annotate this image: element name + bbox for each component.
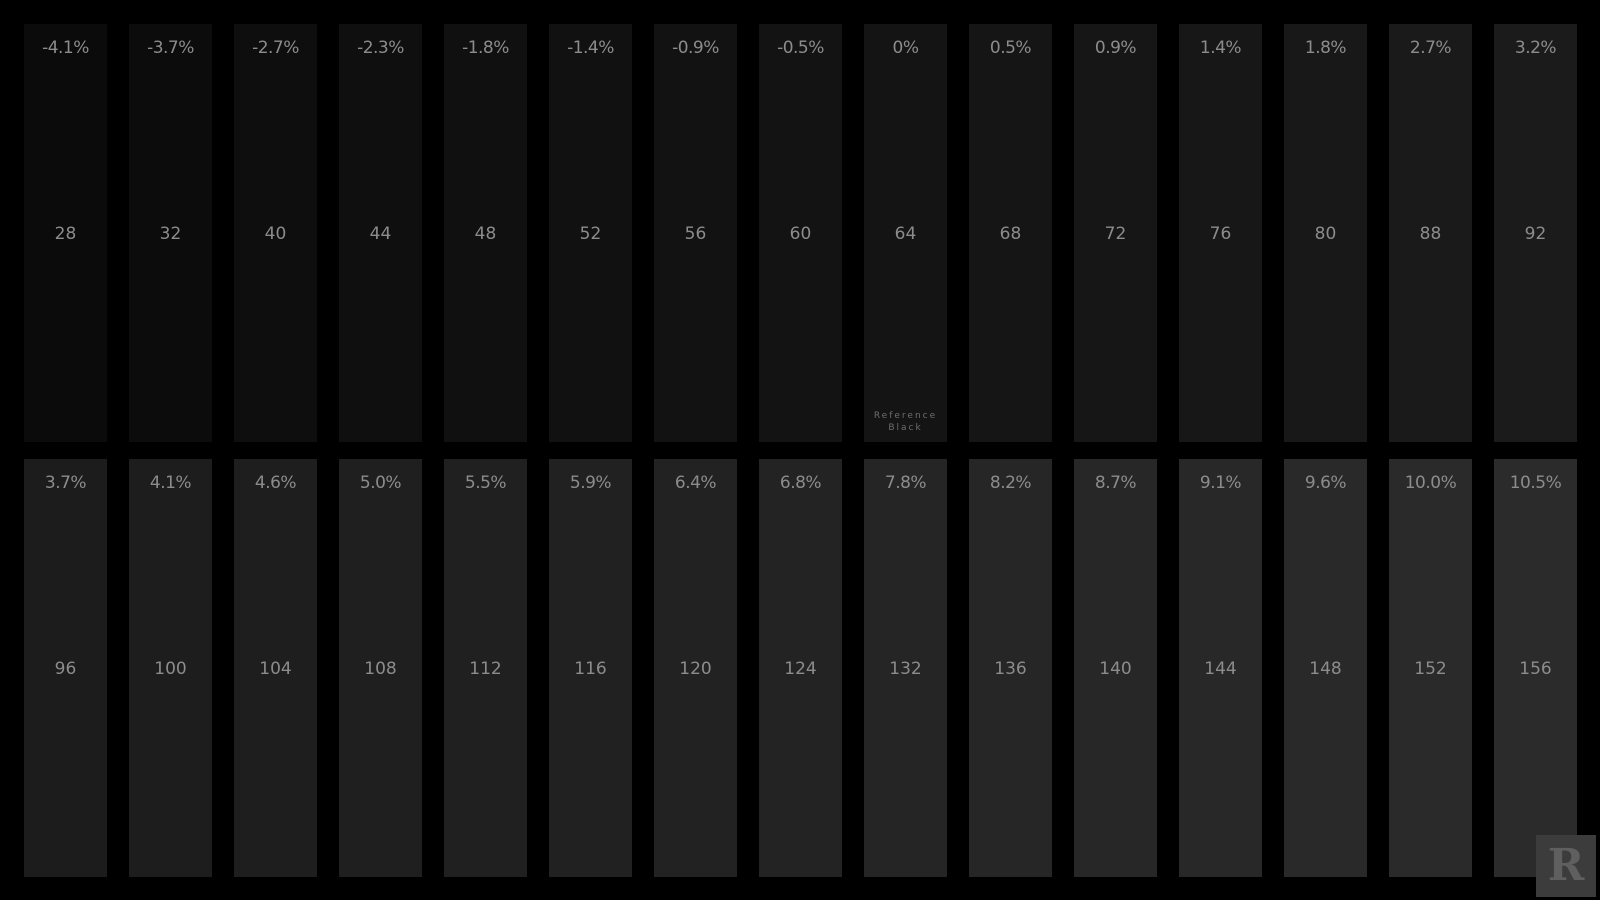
gray-patch: 10.0% 152 xyxy=(1389,459,1472,877)
gray-patch: 10.5% 156 xyxy=(1494,459,1577,877)
patch-percent: 6.4% xyxy=(674,473,717,493)
patch-percent: 9.6% xyxy=(1304,473,1347,493)
gray-patch: -0.9% 56 xyxy=(654,24,737,442)
gray-patch: 2.7% 88 xyxy=(1389,24,1472,442)
patch-code-value: 144 xyxy=(1204,659,1237,679)
patch-percent: 10.5% xyxy=(1509,473,1562,493)
patch-code-value: 68 xyxy=(999,224,1022,244)
patch-percent: -1.4% xyxy=(567,38,614,58)
patch-code-value: 48 xyxy=(474,224,497,244)
patch-code-value: 104 xyxy=(259,659,292,679)
patch-code-value: 100 xyxy=(154,659,187,679)
gray-patch: 6.4% 120 xyxy=(654,459,737,877)
patch-code-value: 108 xyxy=(364,659,397,679)
gray-patch: -0.5% 60 xyxy=(759,24,842,442)
patch-percent: 9.1% xyxy=(1199,473,1242,493)
patch-percent: -0.9% xyxy=(672,38,719,58)
gray-patch: 1.8% 80 xyxy=(1284,24,1367,442)
gray-patch: 0.9% 72 xyxy=(1074,24,1157,442)
patch-percent: 5.9% xyxy=(569,473,612,493)
gray-patch: -4.1% 28 xyxy=(24,24,107,442)
patch-code-value: 72 xyxy=(1104,224,1127,244)
patch-code-value: 40 xyxy=(264,224,287,244)
patch-code-value: 152 xyxy=(1414,659,1447,679)
patch-code-value: 52 xyxy=(579,224,602,244)
note-line: Reference xyxy=(873,411,938,421)
gray-patch: -2.3% 44 xyxy=(339,24,422,442)
patch-code-value: 120 xyxy=(679,659,712,679)
patch-code-value: 64 xyxy=(894,224,917,244)
gray-patch: 9.1% 144 xyxy=(1179,459,1262,877)
patch-code-value: 92 xyxy=(1524,224,1547,244)
patch-percent: 5.5% xyxy=(464,473,507,493)
patch-code-value: 140 xyxy=(1099,659,1132,679)
gray-patch: 5.5% 112 xyxy=(444,459,527,877)
patch-percent: -4.1% xyxy=(42,38,89,58)
patch-code-value: 124 xyxy=(784,659,817,679)
patch-code-value: 76 xyxy=(1209,224,1232,244)
gray-patch: 5.0% 108 xyxy=(339,459,422,877)
patch-percent: 4.1% xyxy=(149,473,192,493)
patch-code-value: 44 xyxy=(369,224,392,244)
patch-percent: 3.2% xyxy=(1514,38,1557,58)
patch-code-value: 148 xyxy=(1309,659,1342,679)
gray-patch: 0% 64 Reference Black xyxy=(864,24,947,442)
patch-code-value: 88 xyxy=(1419,224,1442,244)
patch-percent: -2.7% xyxy=(252,38,299,58)
gray-patch: -3.7% 32 xyxy=(129,24,212,442)
patch-percent: 4.6% xyxy=(254,473,297,493)
gray-patch: -2.7% 40 xyxy=(234,24,317,442)
gray-patch: -1.4% 52 xyxy=(549,24,632,442)
patch-percent: 10.0% xyxy=(1404,473,1457,493)
patch-percent: -1.8% xyxy=(462,38,509,58)
patch-percent: 5.0% xyxy=(359,473,402,493)
patch-code-value: 112 xyxy=(469,659,502,679)
patch-percent: 0.9% xyxy=(1094,38,1137,58)
gray-patch: 8.2% 136 xyxy=(969,459,1052,877)
patch-code-value: 28 xyxy=(54,224,77,244)
gray-patch: 5.9% 116 xyxy=(549,459,632,877)
gray-patch: 6.8% 124 xyxy=(759,459,842,877)
gray-patch: 0.5% 68 xyxy=(969,24,1052,442)
gray-patch: -1.8% 48 xyxy=(444,24,527,442)
patch-percent: -3.7% xyxy=(147,38,194,58)
gray-patch: 7.8% 132 xyxy=(864,459,947,877)
gray-patch: 3.2% 92 xyxy=(1494,24,1577,442)
patch-percent: 7.8% xyxy=(884,473,927,493)
patch-percent: -0.5% xyxy=(777,38,824,58)
gray-patch: 4.1% 100 xyxy=(129,459,212,877)
patch-code-value: 132 xyxy=(889,659,922,679)
patch-code-value: 32 xyxy=(159,224,182,244)
patch-code-value: 56 xyxy=(684,224,707,244)
patch-code-value: 96 xyxy=(54,659,77,679)
patch-percent: 0.5% xyxy=(989,38,1032,58)
patch-code-value: 80 xyxy=(1314,224,1337,244)
patch-code-value: 156 xyxy=(1519,659,1552,679)
gray-patch: 8.7% 140 xyxy=(1074,459,1157,877)
patch-percent: 1.8% xyxy=(1304,38,1347,58)
patch-code-value: 60 xyxy=(789,224,812,244)
patch-percent: 8.2% xyxy=(989,473,1032,493)
patch-percent: -2.3% xyxy=(357,38,404,58)
patch-percent: 0% xyxy=(892,38,919,58)
patch-percent: 8.7% xyxy=(1094,473,1137,493)
patch-percent: 2.7% xyxy=(1409,38,1452,58)
patch-code-value: 116 xyxy=(574,659,607,679)
gray-patch: 4.6% 104 xyxy=(234,459,317,877)
patch-percent: 3.7% xyxy=(44,473,87,493)
patch-percent: 6.8% xyxy=(779,473,822,493)
reference-black-label: Reference Black xyxy=(864,410,947,434)
gray-patch: 9.6% 148 xyxy=(1284,459,1367,877)
note-line: Black xyxy=(888,423,923,433)
gray-patch: 3.7% 96 xyxy=(24,459,107,877)
patch-code-value: 136 xyxy=(994,659,1027,679)
patch-percent: 1.4% xyxy=(1199,38,1242,58)
gray-patch: 1.4% 76 xyxy=(1179,24,1262,442)
r-logo-watermark: R xyxy=(1536,835,1596,897)
